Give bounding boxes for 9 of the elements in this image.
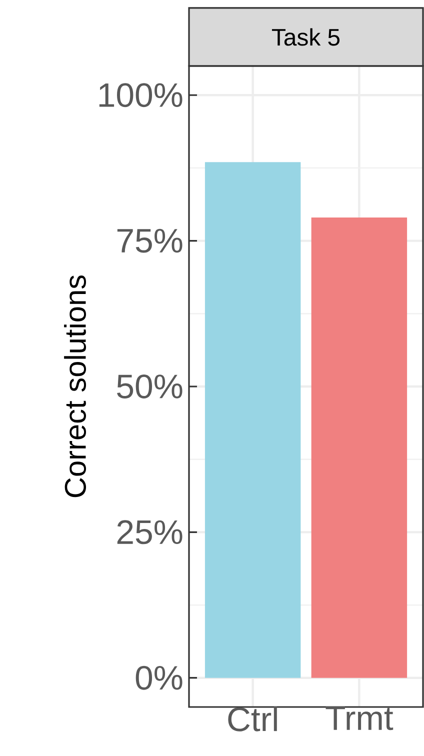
x-tick-label: Trmt xyxy=(326,706,394,730)
y-tick-label: 75% xyxy=(117,228,182,253)
y-tick-label: 50% xyxy=(117,374,182,398)
y-tick-label: 25% xyxy=(117,520,182,544)
chart-title: Task 5 xyxy=(272,28,340,46)
y-axis-title: Correct solutions xyxy=(64,276,86,498)
y-tick-label: 100% xyxy=(99,83,182,108)
y-tick-label: 0% xyxy=(136,666,182,690)
x-tick-label: Ctrl xyxy=(228,706,277,732)
